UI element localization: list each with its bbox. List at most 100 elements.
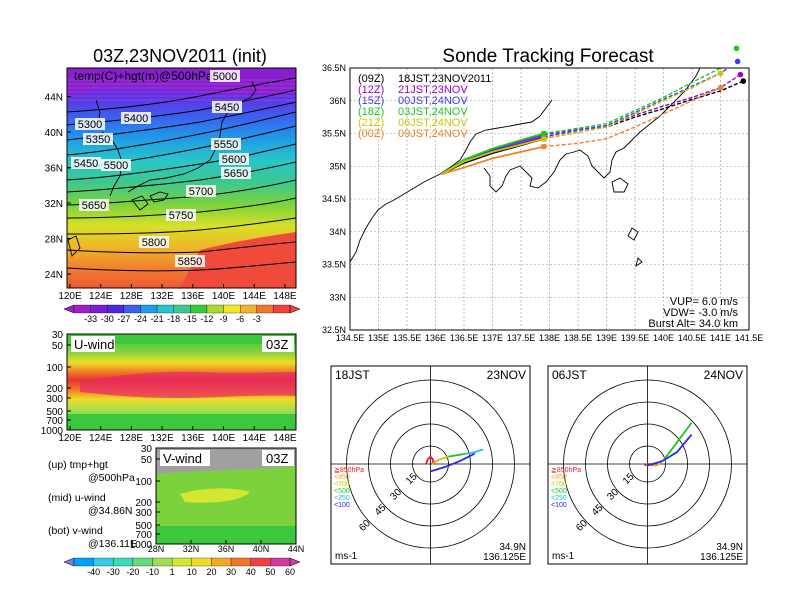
burst-marker bbox=[541, 131, 547, 136]
vwind-low bbox=[156, 526, 296, 544]
track-title: Sonde Tracking Forecast bbox=[442, 46, 654, 67]
hodo-trace bbox=[647, 434, 693, 467]
vwind-y-tick-label: 30 bbox=[141, 444, 153, 455]
wind-colorbar-tick-label: -30 bbox=[107, 567, 120, 577]
upper-layer bbox=[67, 334, 296, 344]
vup-text: VUP= 6.0 m/s bbox=[670, 296, 739, 308]
wind-colorbar-cell bbox=[270, 557, 291, 567]
map-x-tick-label: 144E bbox=[243, 291, 267, 302]
hodo-date: 23NOV bbox=[487, 368, 526, 382]
note-bot-1: (bot) v-wind bbox=[48, 525, 103, 537]
vwind-y-tick-label: 500 bbox=[135, 521, 152, 532]
uwind-frame bbox=[66, 333, 297, 431]
track-x-tick-label: 138E bbox=[539, 333, 560, 343]
hodo-trace bbox=[431, 458, 440, 465]
map-x-tick-label: 148E bbox=[273, 291, 297, 302]
hodo-lon: 136.125E bbox=[483, 552, 526, 563]
track-y-tick-label: 36N bbox=[329, 96, 346, 106]
wind-colorbar-tick-label: 10 bbox=[187, 567, 197, 577]
vwind-y-tick-label: 50 bbox=[141, 455, 153, 466]
track-y-tick-label: 32.5N bbox=[322, 325, 346, 335]
wind-colorbar-tick-label: 1 bbox=[170, 567, 175, 577]
contour-label: 5850 bbox=[178, 256, 202, 268]
vwind-x-ticks: 28N 32N 36N 40N 44N bbox=[148, 540, 304, 554]
colorbar-tick-label: -24 bbox=[134, 314, 147, 324]
map-y-tick-label: 44N bbox=[45, 93, 63, 104]
map-y-tick-label: 36N bbox=[45, 164, 63, 175]
hodo-trace bbox=[465, 448, 484, 455]
track-line-ascent bbox=[440, 145, 545, 175]
hodo-unit: ms-1 bbox=[335, 551, 358, 562]
note-up-2: @500hPa bbox=[88, 472, 135, 484]
contour-label: 5350 bbox=[86, 134, 110, 146]
jet-core bbox=[80, 371, 296, 398]
vwind-y-tick-label: 200 bbox=[135, 498, 152, 509]
colorbar-tick-label: -18 bbox=[167, 314, 180, 324]
wind-colorbar-cell bbox=[73, 557, 94, 567]
hodo-trace bbox=[653, 463, 660, 467]
launch-time: 03JST,24NOV bbox=[398, 106, 468, 118]
launch-time: 09JST,24NOV bbox=[398, 128, 468, 140]
hodo-trace bbox=[430, 452, 476, 473]
uwind-time-box bbox=[262, 336, 294, 352]
vwind-x-tick-label: 28N bbox=[148, 544, 165, 554]
colorbar-cell bbox=[123, 304, 141, 314]
hodo-trace bbox=[439, 455, 449, 461]
map-x-tick-label: 136E bbox=[181, 291, 205, 302]
hodo-date: 24NOV bbox=[704, 368, 743, 382]
wind-colorbar-tick-label: -40 bbox=[87, 567, 100, 577]
landing-marker bbox=[734, 58, 741, 65]
wind-colorbar-tick-label: 20 bbox=[206, 567, 216, 577]
note-up-1: (up) tmp+hgt bbox=[48, 459, 108, 471]
map-title: 03Z,23NOV2011 (init) bbox=[93, 46, 267, 66]
colorbar-arrow-left bbox=[63, 304, 75, 314]
wind-colorbar-arrow-left bbox=[63, 557, 75, 567]
hodo-level-label: <250 bbox=[334, 495, 350, 502]
uwind-y-tick-label: 1000 bbox=[41, 426, 64, 437]
hodo-trace bbox=[664, 422, 693, 459]
map-y-tick-label: 40N bbox=[45, 128, 63, 139]
panel-notes: (up) tmp+hgt @500hPa (mid) u-wind @34.86… bbox=[48, 459, 137, 550]
vwind-y-tick-label: 300 bbox=[135, 508, 152, 519]
colorbar-tick-label: -6 bbox=[236, 314, 244, 324]
hodo-level-label: <500 bbox=[334, 488, 350, 495]
hodo-unit: ms-1 bbox=[552, 551, 575, 562]
burst-text: Burst Alt= 34.0 km bbox=[648, 318, 738, 330]
contour-label: 5650 bbox=[82, 200, 106, 212]
uwind-x-tick-label: 120E bbox=[58, 433, 82, 444]
uwind-x-tick-label: 140E bbox=[212, 433, 236, 444]
track-x-tick-label: 140E bbox=[653, 333, 674, 343]
colorbar-cell bbox=[140, 304, 158, 314]
track-series bbox=[440, 68, 744, 175]
vwind-time-box bbox=[262, 450, 294, 466]
track-line-ascent bbox=[440, 137, 545, 175]
hodo-trace bbox=[425, 455, 435, 465]
colorbar-cell bbox=[107, 304, 124, 314]
map-x-tick-label: 120E bbox=[58, 291, 82, 302]
hodo-lat: 34.9N bbox=[499, 542, 526, 553]
track-line-descent bbox=[543, 68, 722, 135]
contour-label: 5450 bbox=[215, 102, 239, 114]
track-x-tick-label: 139E bbox=[596, 333, 617, 343]
map-x-tick-label: 128E bbox=[120, 291, 144, 302]
contour-label: 5000 bbox=[213, 71, 237, 83]
wind-colorbar-cell bbox=[211, 557, 232, 567]
track-line-ascent bbox=[440, 132, 545, 175]
map-x-ticks: 120E 124E 128E 132E 136E 140E 144E 148E bbox=[58, 284, 297, 302]
hodo-level-label: ≧850hPa bbox=[551, 467, 581, 474]
landing-marker bbox=[740, 78, 747, 84]
launch-code: (18Z) bbox=[358, 106, 384, 118]
hodo-level-label: <700 bbox=[334, 481, 350, 488]
hodo-lon: 136.125E bbox=[700, 552, 743, 563]
temp-height-map: 03Z,23NOV2011 (init) bbox=[45, 46, 301, 324]
hodo-time: 06JST bbox=[552, 368, 587, 382]
vwind-label: V-wind bbox=[163, 451, 202, 466]
colorbar-cell bbox=[240, 304, 257, 314]
launch-code: (15Z) bbox=[358, 95, 384, 107]
wind-colorbar-cell bbox=[250, 557, 271, 567]
wind-colorbar-tick-label: -20 bbox=[126, 567, 139, 577]
map-x-tick-label: 140E bbox=[212, 291, 236, 302]
colorbar-cell bbox=[90, 304, 108, 314]
